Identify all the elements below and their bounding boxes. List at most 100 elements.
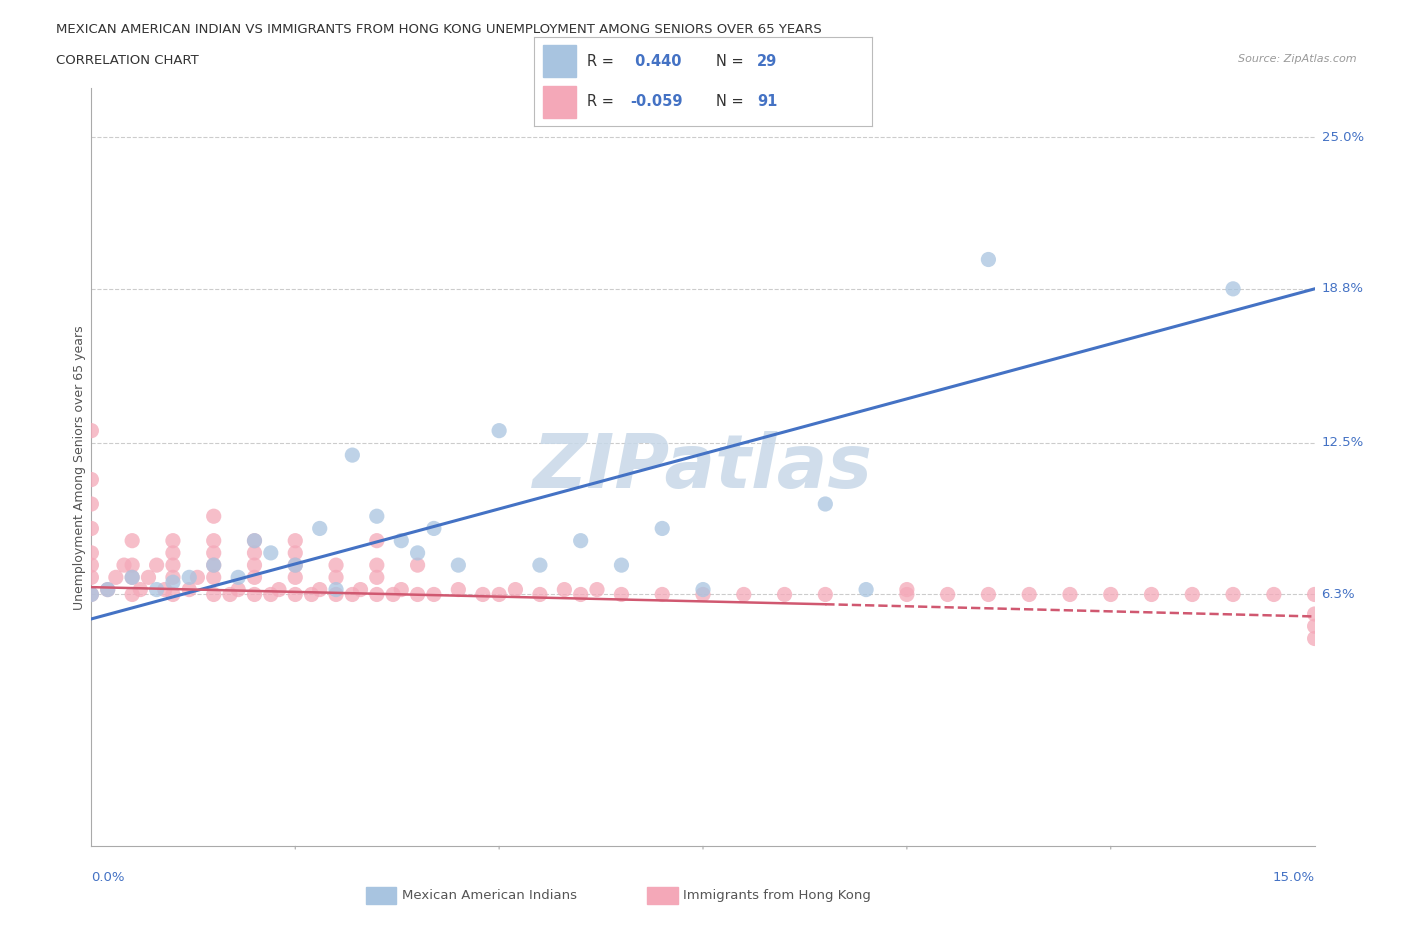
- Point: [586, 582, 609, 597]
- Point: [406, 546, 429, 561]
- Point: [202, 509, 225, 524]
- Point: [1140, 587, 1163, 602]
- Point: [1263, 587, 1285, 602]
- Point: [569, 587, 592, 602]
- Point: [121, 587, 143, 602]
- Text: MEXICAN AMERICAN INDIAN VS IMMIGRANTS FROM HONG KONG UNEMPLOYMENT AMONG SENIORS : MEXICAN AMERICAN INDIAN VS IMMIGRANTS FR…: [56, 23, 823, 36]
- Point: [1303, 618, 1326, 633]
- Point: [202, 533, 225, 548]
- Point: [202, 570, 225, 585]
- Point: [1018, 587, 1040, 602]
- Point: [366, 558, 388, 573]
- Point: [186, 570, 208, 585]
- Point: [162, 546, 184, 561]
- Point: [692, 582, 714, 597]
- Point: [1303, 587, 1326, 602]
- Y-axis label: Unemployment Among Seniors over 65 years: Unemployment Among Seniors over 65 years: [73, 325, 86, 610]
- Point: [447, 582, 470, 597]
- Point: [80, 497, 103, 512]
- Point: [406, 587, 429, 602]
- Point: [80, 558, 103, 573]
- Text: Source: ZipAtlas.com: Source: ZipAtlas.com: [1239, 54, 1357, 64]
- Text: 29: 29: [756, 54, 778, 69]
- Point: [1303, 606, 1326, 621]
- Point: [104, 570, 127, 585]
- Text: 18.8%: 18.8%: [1322, 283, 1364, 296]
- Point: [97, 582, 120, 597]
- Point: [260, 587, 283, 602]
- Point: [325, 587, 347, 602]
- Point: [243, 533, 266, 548]
- Point: [325, 570, 347, 585]
- Point: [162, 587, 184, 602]
- Point: [1059, 587, 1081, 602]
- Point: [145, 558, 167, 573]
- Point: [284, 587, 307, 602]
- Bar: [543, 46, 576, 77]
- Point: [243, 558, 266, 573]
- Point: [366, 570, 388, 585]
- Point: [243, 587, 266, 602]
- Point: [179, 570, 201, 585]
- Point: [97, 582, 120, 597]
- Point: [308, 521, 330, 536]
- Point: [80, 423, 103, 438]
- Point: [219, 587, 242, 602]
- Point: [488, 587, 510, 602]
- Point: [267, 582, 290, 597]
- Text: 0.440: 0.440: [630, 54, 682, 69]
- Point: [651, 521, 673, 536]
- Point: [1222, 282, 1244, 297]
- Text: 15.0%: 15.0%: [1272, 871, 1315, 884]
- Text: CORRELATION CHART: CORRELATION CHART: [56, 54, 200, 67]
- Point: [366, 509, 388, 524]
- Point: [284, 533, 307, 548]
- Point: [896, 582, 918, 597]
- Point: [129, 582, 152, 597]
- Point: [389, 582, 412, 597]
- Text: N =: N =: [717, 54, 749, 69]
- Text: ZIPatlas: ZIPatlas: [533, 431, 873, 504]
- Point: [121, 570, 143, 585]
- Point: [301, 587, 323, 602]
- Point: [284, 546, 307, 561]
- Text: 0.0%: 0.0%: [91, 871, 125, 884]
- Point: [243, 533, 266, 548]
- Point: [505, 582, 527, 597]
- Point: [226, 570, 249, 585]
- Text: N =: N =: [717, 94, 749, 109]
- Point: [553, 582, 575, 597]
- Point: [896, 587, 918, 602]
- Point: [389, 533, 412, 548]
- Point: [80, 472, 103, 487]
- Point: [325, 582, 347, 597]
- Point: [1099, 587, 1122, 602]
- Point: [80, 587, 103, 602]
- Point: [447, 558, 470, 573]
- Point: [1222, 587, 1244, 602]
- Point: [162, 570, 184, 585]
- Point: [260, 546, 283, 561]
- Point: [1303, 631, 1326, 646]
- Point: [325, 558, 347, 573]
- Point: [529, 558, 551, 573]
- Point: [202, 558, 225, 573]
- Point: [145, 582, 167, 597]
- Point: [471, 587, 494, 602]
- Point: [733, 587, 755, 602]
- Text: 25.0%: 25.0%: [1322, 131, 1364, 144]
- Text: Mexican American Indians: Mexican American Indians: [402, 889, 576, 902]
- Point: [284, 570, 307, 585]
- Point: [243, 570, 266, 585]
- Point: [80, 570, 103, 585]
- Point: [855, 582, 877, 597]
- Text: 91: 91: [756, 94, 778, 109]
- Text: 12.5%: 12.5%: [1322, 436, 1364, 449]
- Point: [138, 570, 160, 585]
- Point: [80, 521, 103, 536]
- Point: [423, 587, 446, 602]
- Point: [153, 582, 176, 597]
- Point: [284, 558, 307, 573]
- Point: [936, 587, 959, 602]
- Point: [179, 582, 201, 597]
